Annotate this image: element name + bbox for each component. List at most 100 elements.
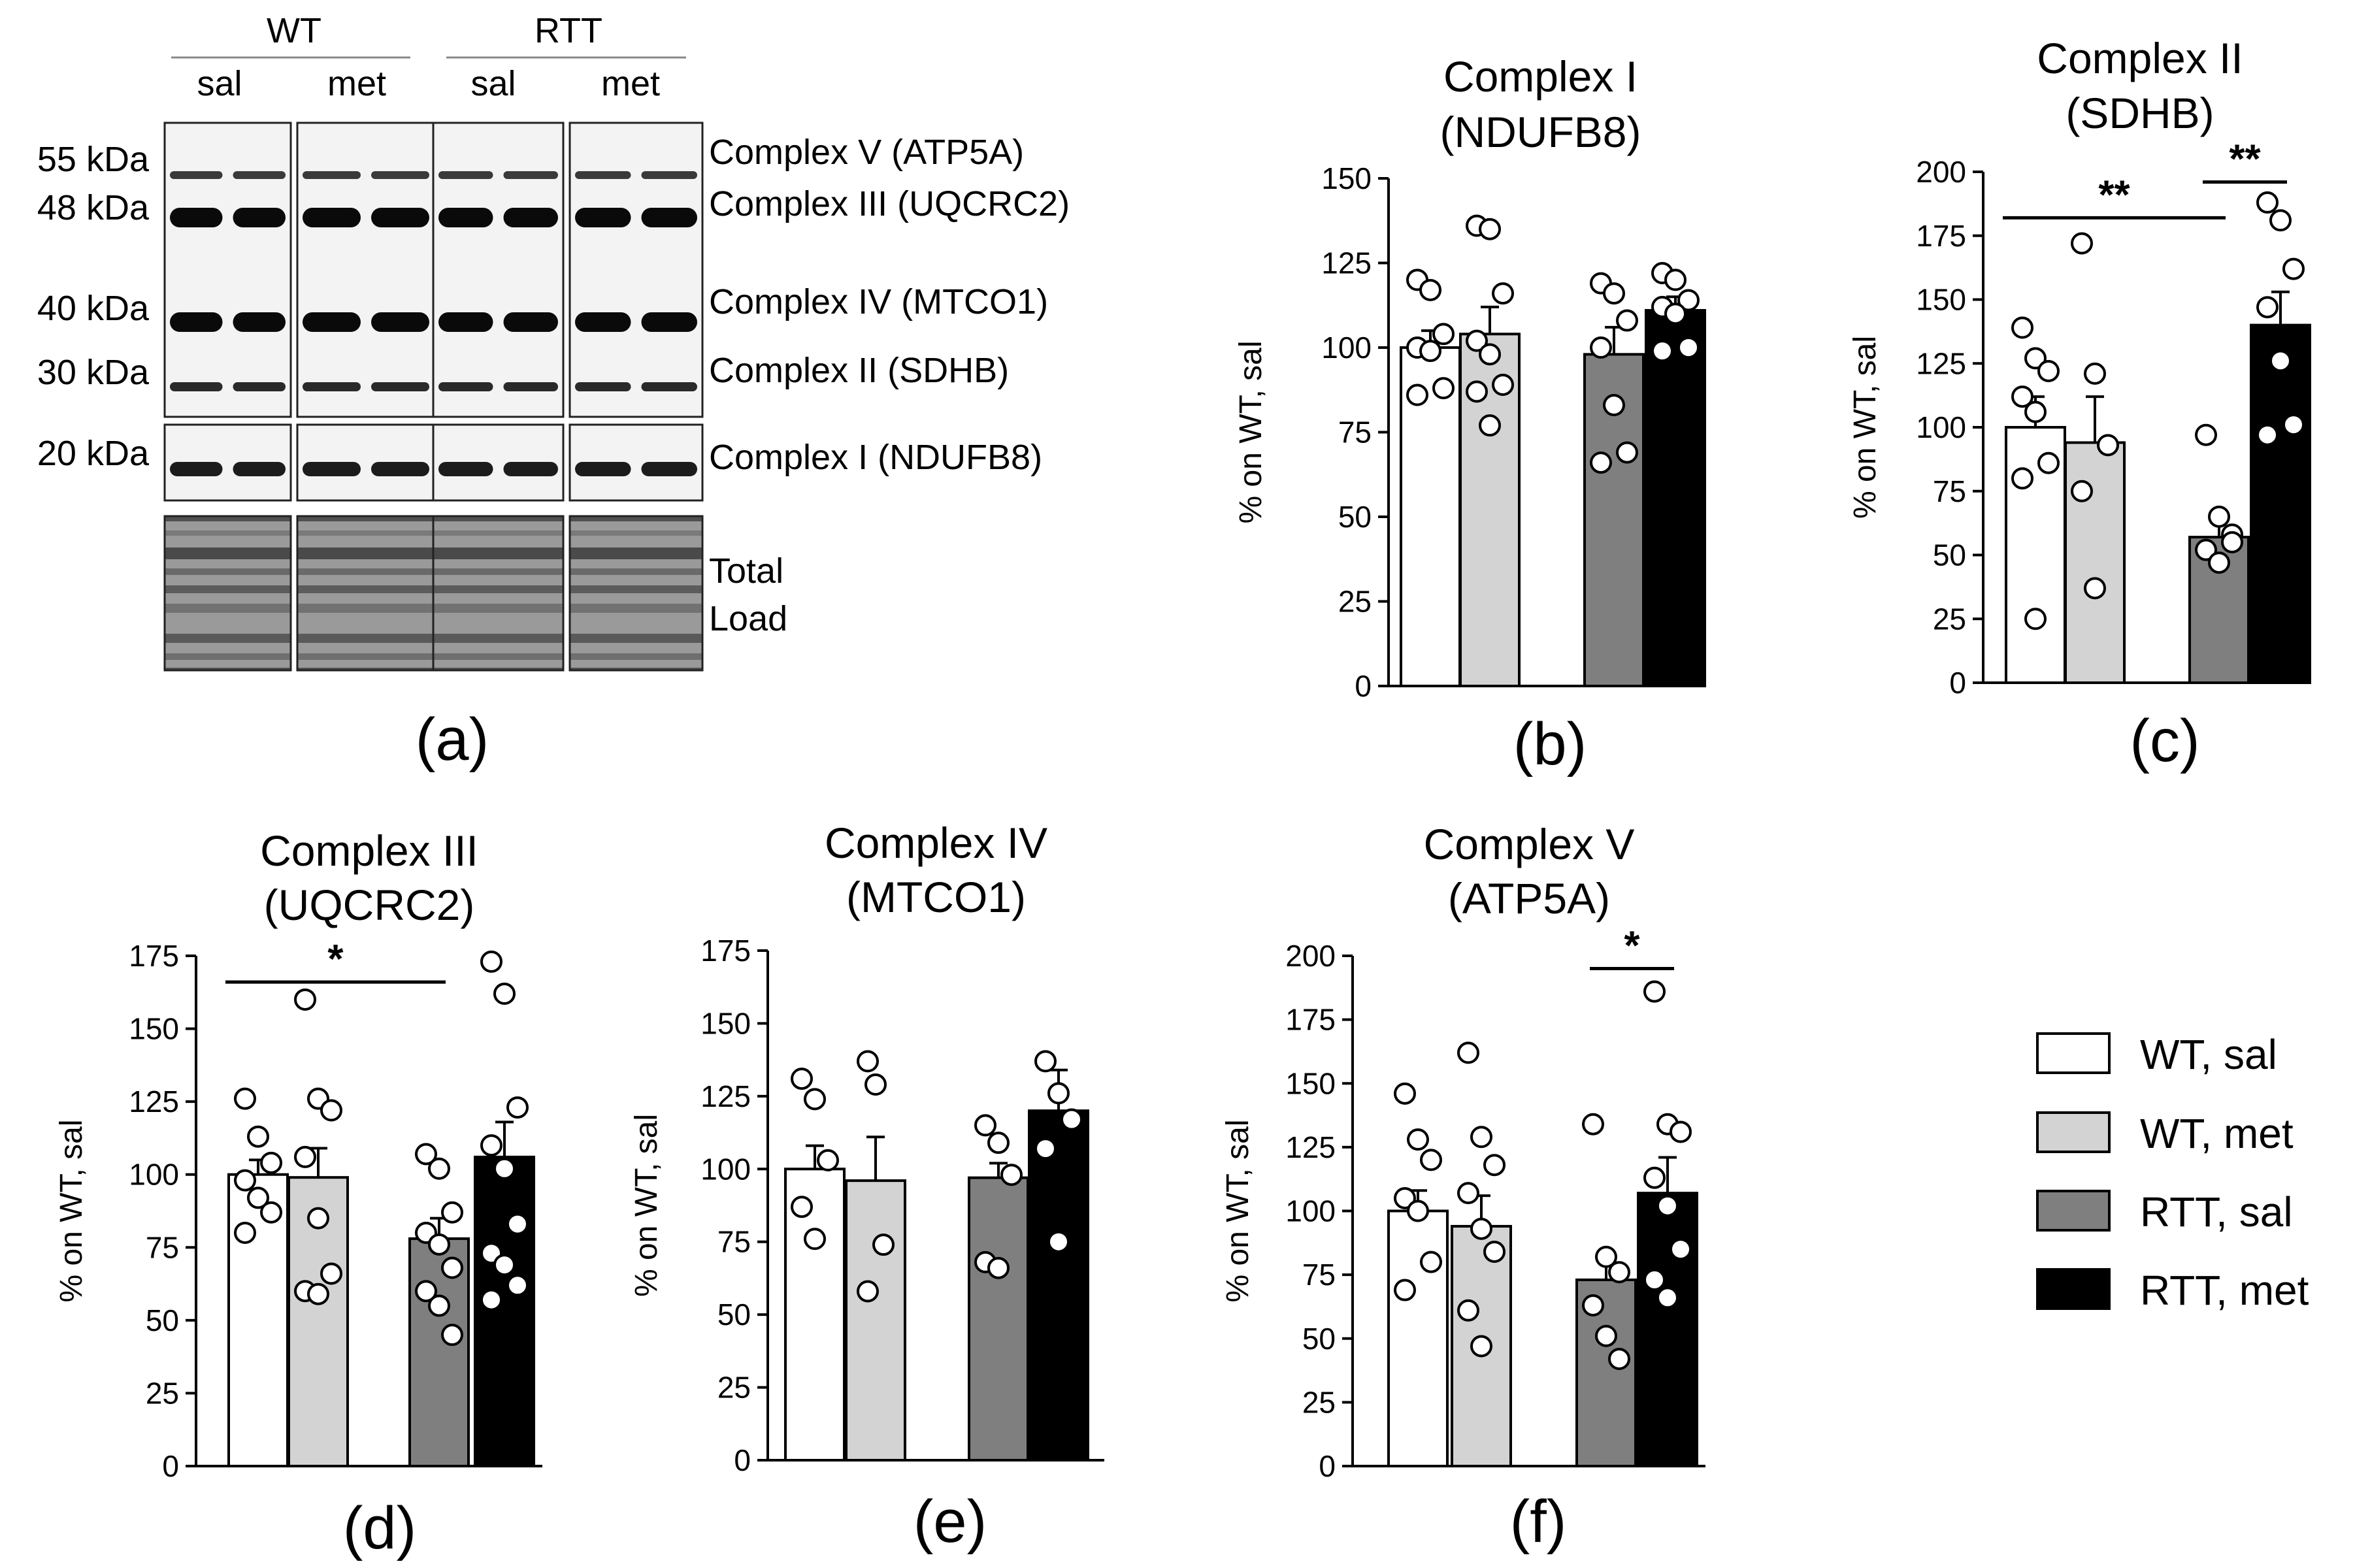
data-point	[1406, 384, 1428, 406]
data-point	[2208, 505, 2230, 528]
y-tick-label: 25	[146, 1376, 179, 1410]
data-point	[2256, 296, 2279, 319]
blot-band-complex-v-lane-3-2	[503, 171, 558, 179]
y-tick-label: 100	[1285, 1194, 1336, 1228]
y-tick-label: 100	[1916, 410, 1966, 444]
data-point	[493, 983, 516, 1005]
data-point	[1582, 1113, 1604, 1135]
data-point	[2011, 467, 2033, 490]
legend-swatch-2	[2036, 1111, 2111, 1153]
data-point	[2195, 423, 2217, 446]
y-tick-label: 150	[129, 1012, 179, 1046]
blot-band-complex-iv-lane-2-1	[303, 312, 361, 332]
y-tick-label: 50	[1338, 500, 1372, 534]
blot-kda-40: 40 kDa	[37, 289, 150, 328]
blot-lane-main-4	[568, 122, 704, 418]
y-tick-label: 125	[1285, 1130, 1336, 1164]
blot-band-complex-v-lane-2-1	[303, 171, 361, 179]
blot-band-complex-iii-lane-4-1	[575, 208, 631, 227]
data-point	[1394, 1082, 1416, 1105]
data-point	[307, 1207, 329, 1230]
blot-band-complex-iv-lane-3-2	[503, 312, 558, 332]
blot-band-complex-v-lane-1-2	[233, 171, 286, 179]
data-point	[320, 1262, 342, 1285]
data-point	[1420, 1149, 1442, 1171]
data-point	[234, 1087, 256, 1110]
data-point	[1590, 451, 1612, 474]
data-point	[1470, 1217, 1492, 1240]
data-point	[1651, 340, 1673, 363]
panel-label: (f)	[1510, 1488, 1567, 1555]
data-point	[1420, 1250, 1442, 1273]
blot-band-complex-i-lane-4-1	[575, 462, 631, 476]
y-tick-label: 0	[1319, 1449, 1336, 1483]
panel-label: (c)	[2130, 708, 2199, 774]
chart-title-line-2: (MTCO1)	[846, 873, 1026, 921]
y-tick-label: 150	[700, 1006, 751, 1040]
blot-lane-main-2	[296, 122, 436, 418]
data-point	[1608, 1347, 1630, 1370]
data-point	[1419, 340, 1441, 363]
blot-band-complex-ii-lane-2-2	[371, 382, 429, 391]
blot-band-complex-ii-lane-3-2	[503, 382, 558, 391]
data-point	[1407, 1128, 1429, 1151]
data-point	[2097, 434, 2119, 457]
y-tick-label: 0	[162, 1449, 179, 1483]
data-point	[428, 1157, 450, 1180]
data-point	[2282, 414, 2305, 436]
blot-band-complex-iii: Complex III (UQCRC2)	[709, 184, 1070, 223]
y-tick-label: 125	[700, 1079, 751, 1113]
y-axis-label: % on WT, sal	[1234, 340, 1268, 523]
data-point	[493, 1157, 516, 1180]
data-point	[2256, 423, 2279, 446]
data-point	[480, 1288, 502, 1311]
data-point	[1590, 336, 1612, 359]
data-point	[441, 1201, 463, 1224]
data-point	[1656, 1194, 1679, 1217]
blot-band-complex-ii: Complex II (SDHB)	[709, 351, 1009, 390]
data-point	[872, 1233, 895, 1256]
data-point	[1034, 1137, 1057, 1160]
data-point	[2037, 359, 2060, 382]
data-point	[1616, 441, 1638, 464]
data-point	[260, 1201, 282, 1224]
data-point	[1034, 1050, 1057, 1073]
data-point	[1047, 1230, 1070, 1253]
data-point	[234, 1221, 256, 1244]
blot-lane-main-3	[432, 122, 565, 418]
y-tick-label: 50	[146, 1303, 179, 1337]
data-point	[294, 1145, 316, 1168]
y-tick-label: 25	[1338, 585, 1372, 619]
legend-swatch-1	[2036, 1032, 2111, 1074]
data-point	[506, 1213, 529, 1235]
significance-label: *	[1624, 924, 1640, 969]
y-axis-label: % on WT, sal	[1221, 1119, 1255, 1302]
data-point	[1394, 1279, 1416, 1301]
data-point	[1608, 1261, 1630, 1284]
data-point	[804, 1228, 826, 1250]
data-point	[2269, 209, 2292, 232]
y-tick-label: 150	[1285, 1066, 1336, 1100]
blot-kda-48: 48 kDa	[37, 188, 150, 227]
y-tick-label: 0	[1355, 669, 1372, 703]
legend-label-2: WT, met	[2140, 1110, 2294, 1157]
y-axis-label: % on WT, sal	[54, 1119, 89, 1302]
blot-treatment-1: sal	[197, 64, 242, 103]
data-point	[1603, 394, 1625, 417]
chart-title-line-2: (ATP5A)	[1448, 874, 1610, 923]
blot-band-complex-ii-lane-3-1	[438, 382, 493, 391]
legend-label-3: RTT, sal	[2140, 1188, 2293, 1235]
blot-group-wt: WT	[267, 11, 321, 50]
chart-title-line-1: Complex III	[260, 826, 478, 875]
legend: WT, sal WT, met RTT, sal RTT, met	[2036, 1031, 2309, 1314]
data-point	[1466, 329, 1488, 352]
y-tick-label: 100	[129, 1158, 179, 1192]
chart-title-line-1: Complex IV	[825, 819, 1047, 867]
bar-rtt-met	[1637, 1192, 1698, 1468]
data-point	[2208, 551, 2230, 574]
data-point	[2024, 347, 2047, 370]
blot-band-complex-iv: Complex IV (MTCO1)	[709, 282, 1048, 321]
blot-band-complex-i-lane-4-2	[641, 462, 697, 476]
data-point	[1656, 1286, 1679, 1309]
